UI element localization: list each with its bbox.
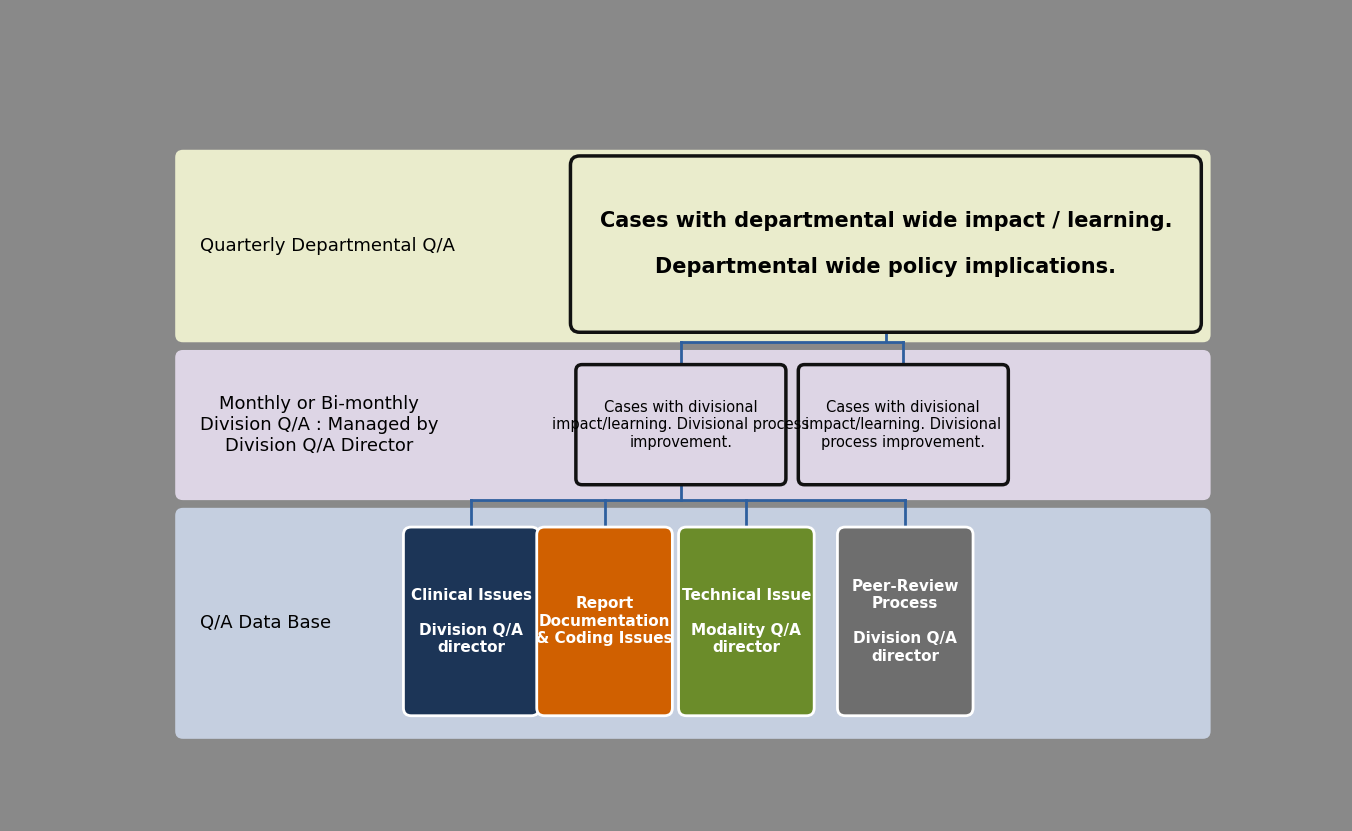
FancyBboxPatch shape — [837, 527, 973, 715]
FancyBboxPatch shape — [176, 150, 1210, 342]
Text: Cases with departmental wide impact / learning.

Departmental wide policy implic: Cases with departmental wide impact / le… — [600, 211, 1172, 278]
FancyBboxPatch shape — [176, 508, 1210, 739]
FancyBboxPatch shape — [537, 527, 672, 715]
FancyBboxPatch shape — [576, 365, 786, 484]
FancyBboxPatch shape — [679, 527, 814, 715]
FancyBboxPatch shape — [176, 350, 1210, 500]
Text: Clinical Issues

Division Q/A
director: Clinical Issues Division Q/A director — [411, 588, 531, 655]
Text: Cases with divisional
impact/learning. Divisional
process improvement.: Cases with divisional impact/learning. D… — [806, 400, 1002, 450]
FancyBboxPatch shape — [403, 527, 539, 715]
Text: Report
Documentation
& Coding Issues: Report Documentation & Coding Issues — [537, 597, 673, 647]
Text: Monthly or Bi-monthly
Division Q/A : Managed by
Division Q/A Director: Monthly or Bi-monthly Division Q/A : Man… — [200, 396, 438, 455]
FancyBboxPatch shape — [571, 156, 1202, 332]
FancyBboxPatch shape — [798, 365, 1009, 484]
Text: Cases with divisional
impact/learning. Divisional process
improvement.: Cases with divisional impact/learning. D… — [553, 400, 810, 450]
Text: Q/A Data Base: Q/A Data Base — [200, 614, 331, 632]
Text: Quarterly Departmental Q/A: Quarterly Departmental Q/A — [200, 237, 456, 255]
Text: Technical Issue

Modality Q/A
director: Technical Issue Modality Q/A director — [681, 588, 811, 655]
Text: Peer-Review
Process

Division Q/A
director: Peer-Review Process Division Q/A directo… — [852, 579, 959, 664]
